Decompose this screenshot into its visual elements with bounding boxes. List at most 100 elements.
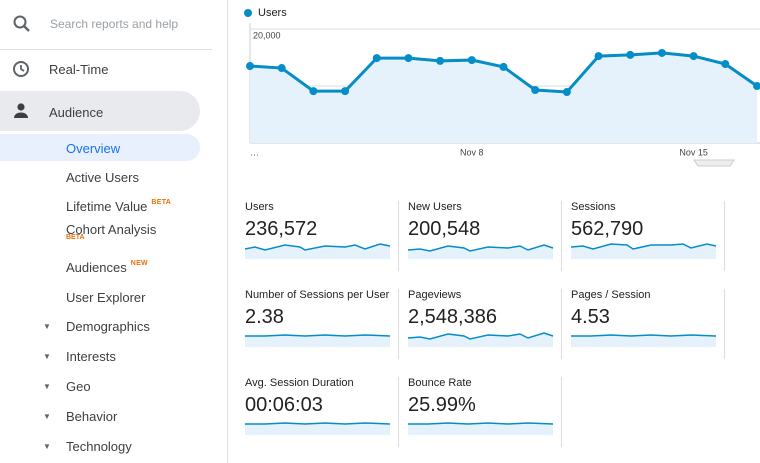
metric-tile[interactable]: Bounce Rate 25.99% bbox=[408, 377, 562, 447]
y-tick-label: 20,000 bbox=[253, 30, 281, 40]
sparkline-line bbox=[571, 334, 717, 337]
nav-item[interactable]: Cohort Analysis BETA bbox=[66, 222, 157, 241]
search-input[interactable]: Search reports and help bbox=[50, 17, 179, 31]
label: Cohort Analysis bbox=[66, 222, 157, 237]
nav-item[interactable]: Demographics bbox=[66, 319, 150, 334]
sparkline-area bbox=[408, 423, 553, 435]
metric-name: Bounce Rate bbox=[408, 377, 472, 389]
metric-name: Pageviews bbox=[408, 289, 462, 301]
metric-value: 200,548 bbox=[408, 218, 481, 240]
nav-item[interactable]: Geo bbox=[66, 379, 91, 394]
point bbox=[562, 87, 571, 96]
nav-item[interactable]: Behavior bbox=[66, 409, 118, 424]
dropdown-tab[interactable] bbox=[693, 159, 735, 167]
sparkline-area bbox=[571, 335, 716, 347]
sparkline-area bbox=[408, 245, 553, 259]
metric-value: 2.38 bbox=[245, 306, 284, 328]
sparkline bbox=[571, 334, 717, 347]
metric-value: 562,790 bbox=[571, 218, 644, 240]
sparkline-area bbox=[245, 335, 390, 347]
sparkline-line bbox=[408, 244, 554, 252]
point bbox=[721, 60, 730, 69]
point bbox=[467, 56, 476, 65]
x-tick-label: … bbox=[250, 147, 259, 157]
badge: BETA bbox=[151, 199, 172, 206]
sparkline bbox=[245, 334, 391, 347]
metric-tile[interactable]: Number of Sessions per User 2.38 bbox=[245, 289, 399, 359]
sparkline-area bbox=[408, 333, 553, 347]
metric-name: Pages / Session bbox=[571, 289, 651, 301]
point bbox=[372, 54, 381, 63]
label: Lifetime Value bbox=[66, 199, 148, 214]
area bbox=[250, 52, 757, 143]
legend-label: Users bbox=[258, 7, 287, 19]
metric-tile[interactable]: Avg. Session Duration 00:06:03 bbox=[245, 377, 399, 447]
x-tick-label: Nov 8 bbox=[460, 147, 484, 157]
point bbox=[657, 48, 666, 57]
nav-item[interactable]: User Explorer bbox=[66, 290, 146, 305]
metric-tile[interactable]: Users 236,572 bbox=[245, 201, 399, 271]
point bbox=[436, 56, 445, 65]
nav-selected bbox=[0, 134, 200, 161]
point bbox=[341, 87, 350, 96]
sparkline-line bbox=[245, 422, 391, 425]
nav-item[interactable]: Audiences NEW bbox=[66, 260, 148, 275]
sparkline bbox=[408, 422, 554, 435]
point bbox=[753, 82, 760, 90]
nav-item[interactable]: Lifetime Value BETA bbox=[66, 199, 171, 214]
point bbox=[594, 52, 603, 61]
metric-name: Sessions bbox=[571, 201, 616, 213]
point bbox=[626, 50, 635, 59]
badge: NEW bbox=[130, 260, 148, 267]
nav-item[interactable]: Overview bbox=[66, 141, 121, 156]
metric-tile[interactable]: Pages / Session 4.53 bbox=[571, 289, 725, 359]
person-icon bbox=[14, 103, 28, 118]
sparkline-line bbox=[245, 334, 391, 337]
point bbox=[689, 52, 698, 61]
nav-item[interactable]: Interests bbox=[66, 349, 116, 364]
point bbox=[499, 62, 508, 71]
sparkline-area bbox=[245, 244, 390, 259]
metric-value: 4.53 bbox=[571, 306, 610, 328]
nav-item[interactable]: Real-Time bbox=[49, 62, 109, 77]
metric-value: 2,548,386 bbox=[408, 306, 497, 328]
point bbox=[531, 85, 540, 94]
sparkline bbox=[245, 243, 391, 259]
point bbox=[309, 87, 318, 96]
metric-value: 236,572 bbox=[245, 218, 318, 240]
legend-marker bbox=[244, 9, 252, 17]
sidebar: Search reports and help Real-Time Audien… bbox=[0, 0, 228, 463]
metric-value: 25.99% bbox=[408, 394, 476, 416]
label: Audiences bbox=[66, 260, 127, 275]
sparkline-line bbox=[571, 243, 717, 250]
sparkline-line bbox=[408, 422, 554, 425]
sparkline-line bbox=[408, 332, 554, 340]
nav-item[interactable]: Active Users bbox=[66, 170, 139, 185]
point bbox=[246, 62, 254, 71]
sparkline-line bbox=[245, 243, 391, 251]
x-tick-label: Nov 15 bbox=[679, 147, 708, 157]
badge: BETA bbox=[66, 234, 85, 241]
nav-highlight bbox=[0, 91, 200, 131]
point bbox=[404, 54, 413, 63]
point bbox=[277, 64, 286, 73]
sparkline-area bbox=[571, 244, 716, 259]
metric-name: Number of Sessions per User bbox=[245, 289, 390, 301]
sparkline bbox=[245, 422, 391, 435]
sparkline-area bbox=[245, 423, 390, 435]
nav-item[interactable]: Audience bbox=[49, 105, 104, 120]
sparkline bbox=[408, 244, 554, 259]
metric-name: Avg. Session Duration bbox=[245, 377, 354, 389]
nav-item[interactable]: Technology bbox=[66, 439, 132, 454]
clock-icon bbox=[13, 61, 29, 77]
sparkline bbox=[571, 243, 717, 259]
metric-tile[interactable]: New Users 200,548 bbox=[408, 201, 562, 271]
metric-tile[interactable]: Pageviews 2,548,386 bbox=[408, 289, 562, 359]
metric-value: 00:06:03 bbox=[245, 394, 323, 416]
sparkline bbox=[408, 332, 554, 347]
metric-name: Users bbox=[245, 201, 274, 213]
metric-tile[interactable]: Sessions 562,790 bbox=[571, 201, 725, 271]
search-icon bbox=[13, 15, 30, 32]
